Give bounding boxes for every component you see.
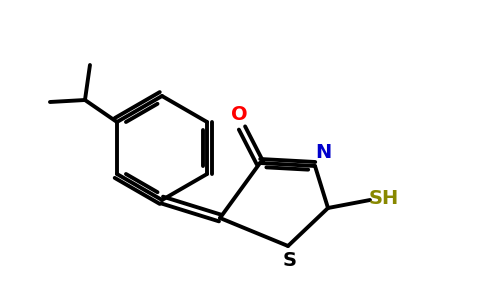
Text: O: O (231, 104, 247, 124)
Text: S: S (283, 250, 297, 269)
Text: N: N (315, 142, 331, 161)
Text: SH: SH (369, 188, 399, 208)
